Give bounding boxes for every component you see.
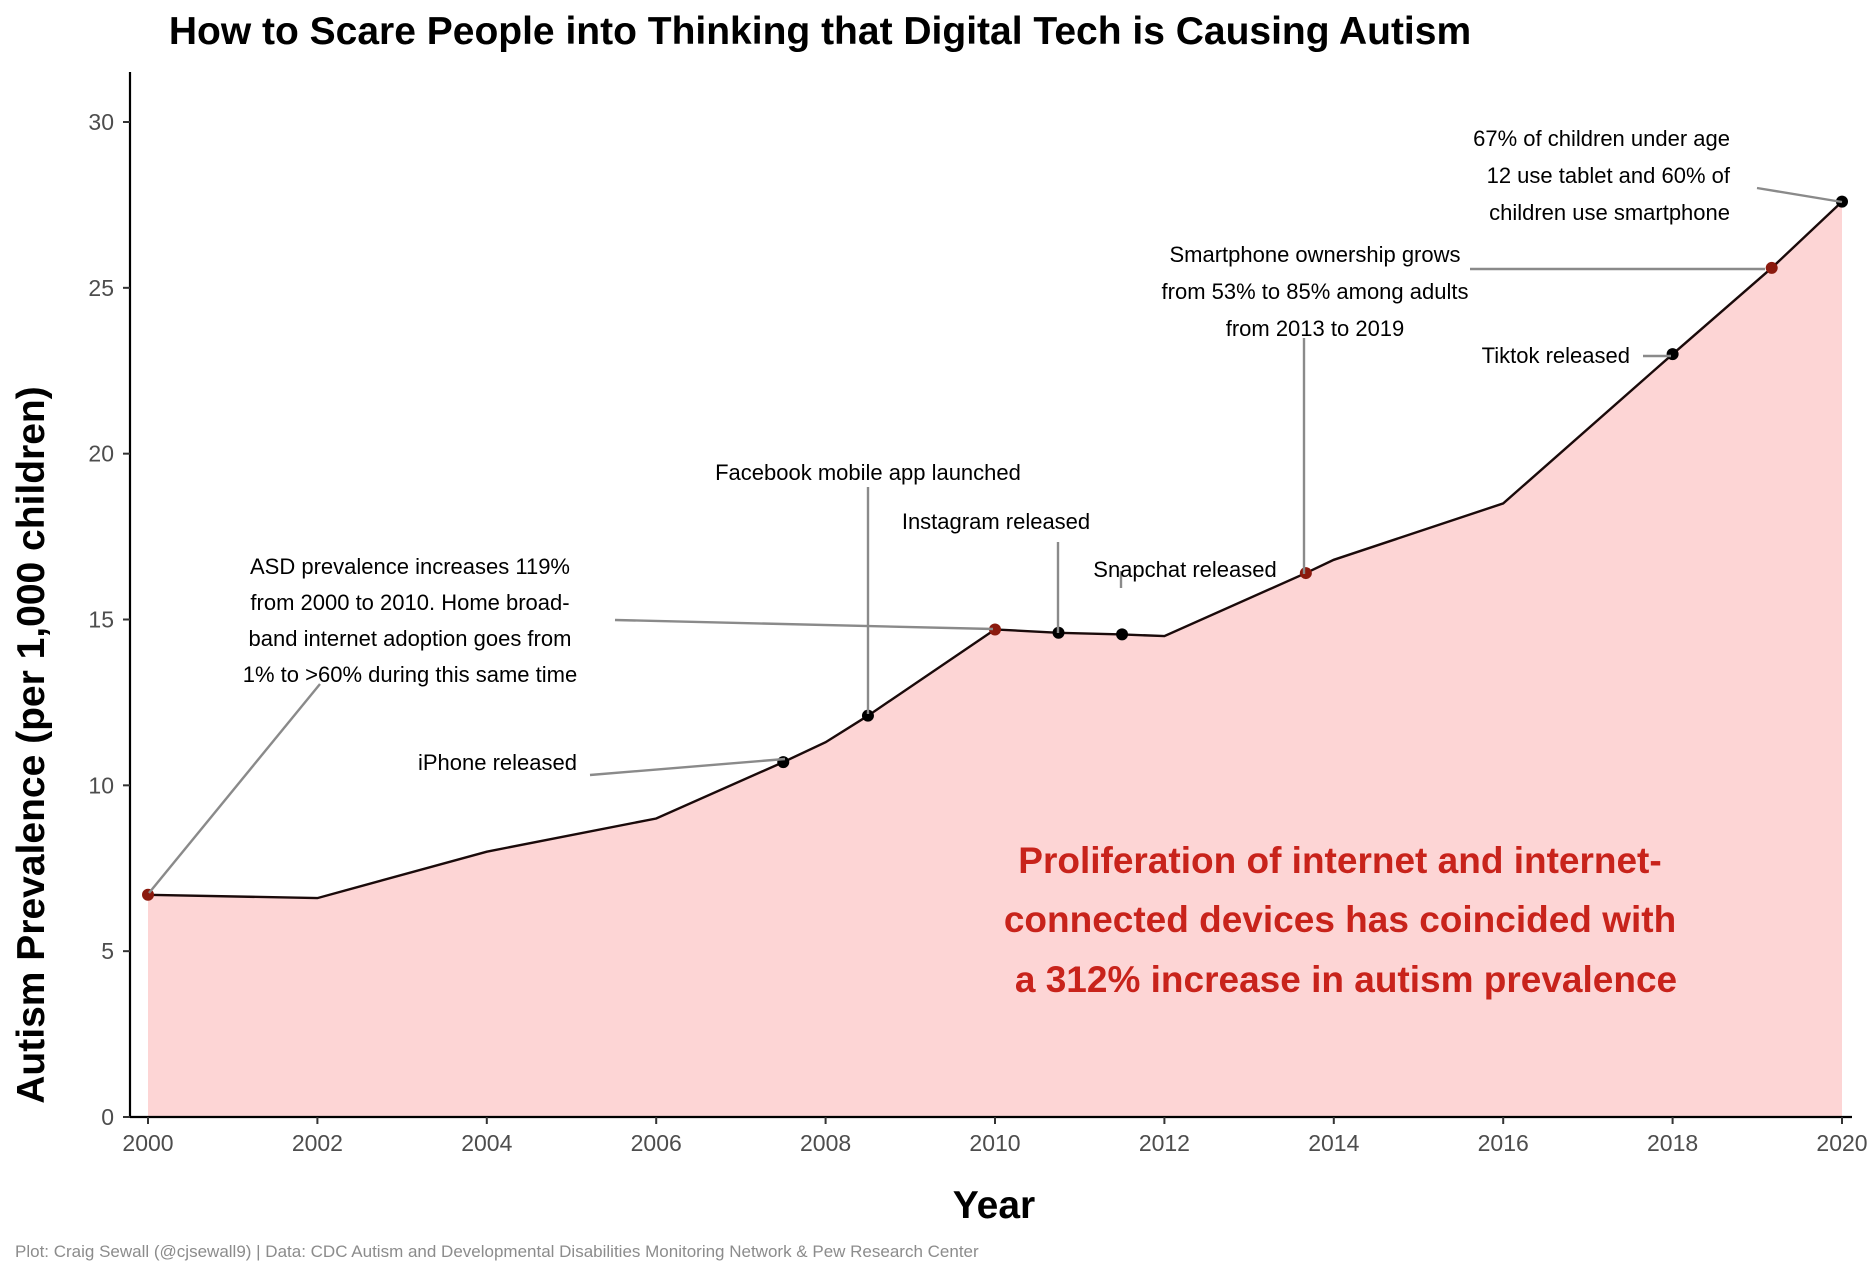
x-tick-label: 2002 bbox=[292, 1130, 343, 1156]
callout-line-3: a 312% increase in autism prevalence bbox=[1015, 959, 1677, 1000]
x-tick-label: 2020 bbox=[1816, 1130, 1867, 1156]
x-tick-label: 2012 bbox=[1139, 1130, 1190, 1156]
annotation-text: Instagram released bbox=[902, 509, 1090, 534]
annotation-leader-line bbox=[614, 618, 994, 631]
annotation-text: 1% to >60% during this same time bbox=[243, 662, 577, 687]
x-tick-label: 2008 bbox=[800, 1130, 851, 1156]
annotation-text: from 2000 to 2010. Home broad- bbox=[250, 590, 569, 615]
y-tick-label: 30 bbox=[88, 109, 114, 135]
data-point bbox=[989, 623, 1001, 636]
annotation-text: Facebook mobile app launched bbox=[715, 460, 1021, 485]
y-tick-label: 0 bbox=[101, 1104, 114, 1130]
annotation-text: Snapchat released bbox=[1093, 557, 1276, 582]
x-tick-label: 2016 bbox=[1478, 1130, 1529, 1156]
annotation-text: children use smartphone bbox=[1489, 200, 1730, 225]
x-axis-title: Year bbox=[953, 1184, 1035, 1227]
x-tick-label: 2006 bbox=[631, 1130, 682, 1156]
x-tick-label: 2004 bbox=[461, 1130, 512, 1156]
y-tick-label: 25 bbox=[88, 275, 114, 301]
callout-line-1: Proliferation of internet and internet- bbox=[1018, 840, 1661, 881]
callout-line-2: connected devices has coincided with bbox=[1004, 899, 1676, 940]
annotation-text: 12 use tablet and 60% of bbox=[1487, 163, 1731, 188]
annotation-leader-line bbox=[148, 683, 321, 894]
annotation-leader-line bbox=[589, 757, 786, 777]
plot-area: 0 5 10 15 20 25 30 2000 2002 2004 2006 2008 2010 2012… bbox=[88, 72, 1868, 1156]
data-point bbox=[1666, 348, 1679, 361]
data-point bbox=[1765, 261, 1778, 274]
data-point bbox=[1299, 567, 1312, 580]
chart-title: How to Scare People into Thinking that D… bbox=[169, 10, 1471, 53]
annotation-text: Smartphone ownership grows bbox=[1169, 242, 1460, 267]
annotation-text: ASD prevalence increases 119% bbox=[250, 554, 570, 579]
annotation-layer: ASD prevalence increases 119% from 2000 t… bbox=[148, 126, 1843, 894]
x-tick-label: 2000 bbox=[122, 1130, 173, 1156]
x-tick-label: 2014 bbox=[1308, 1130, 1359, 1156]
annotation-text: from 2013 to 2019 bbox=[1226, 316, 1405, 341]
x-tick-label: 2018 bbox=[1647, 1130, 1698, 1156]
annotation-text: band internet adoption goes from bbox=[249, 626, 572, 651]
prevalence-area bbox=[148, 201, 1842, 1118]
annotation-text: Tiktok released bbox=[1482, 343, 1630, 368]
y-tick-label: 5 bbox=[101, 938, 114, 964]
y-tick-label: 15 bbox=[88, 607, 114, 633]
annotation-text: iPhone released bbox=[418, 750, 577, 775]
source-caption: Plot: Craig Sewall (@cjsewall9) | Data: … bbox=[15, 1242, 979, 1261]
data-point bbox=[777, 756, 790, 769]
y-tick-label: 20 bbox=[88, 441, 114, 467]
data-point bbox=[1116, 628, 1129, 641]
annotation-text: from 53% to 85% among adults bbox=[1162, 279, 1469, 304]
y-axis-title: Autism Prevalence (per 1,000 children) bbox=[10, 386, 53, 1103]
y-tick-label: 10 bbox=[88, 772, 114, 798]
annotation-leader-line bbox=[1756, 186, 1843, 204]
annotation-text: 67% of children under age bbox=[1473, 126, 1730, 151]
data-point bbox=[861, 709, 874, 722]
x-tick-label: 2010 bbox=[969, 1130, 1020, 1156]
